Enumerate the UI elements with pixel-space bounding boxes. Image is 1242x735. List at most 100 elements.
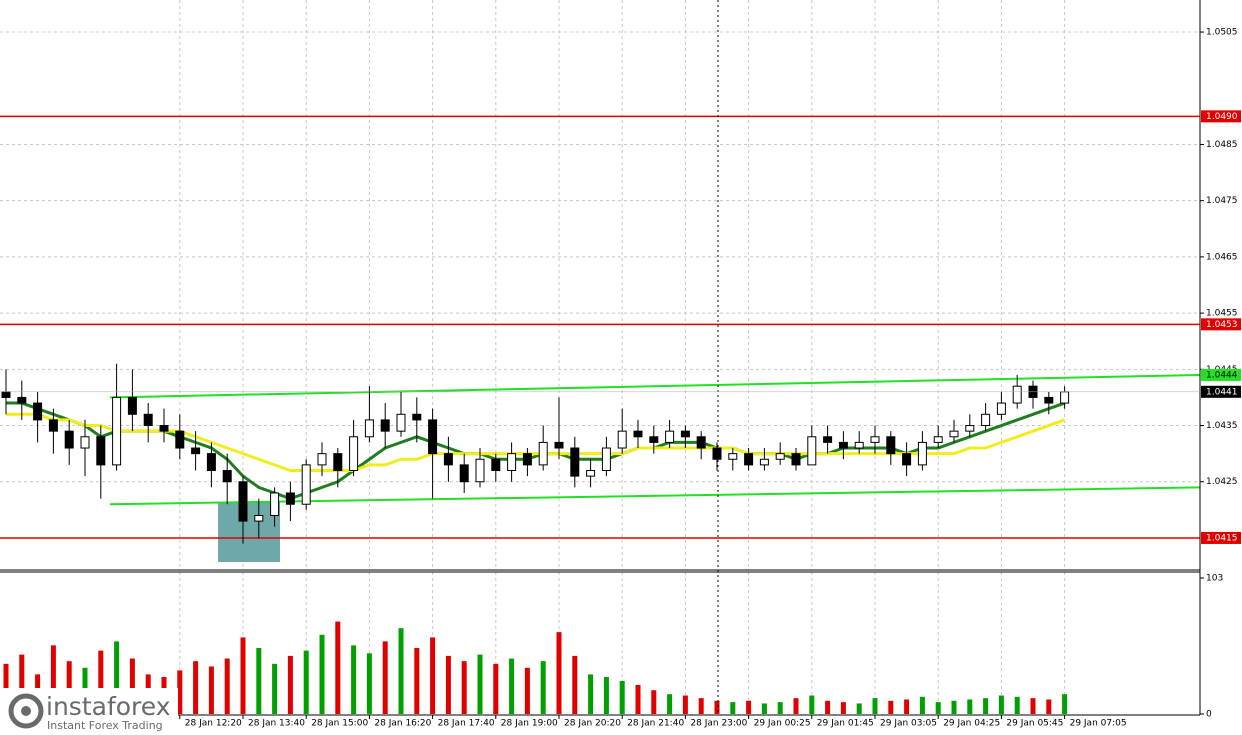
candle-body [712, 447, 722, 460]
x-tick-label: 28 Jan 16:20 [374, 719, 431, 729]
volume-bar [540, 661, 546, 714]
candle-body [33, 402, 43, 421]
volume-bar [256, 647, 262, 714]
candle-body [254, 514, 264, 522]
candle-body [823, 436, 833, 443]
logo-icon [8, 693, 44, 729]
candle-body [333, 453, 343, 472]
x-tick-label: 29 Jan 05:45 [1006, 719, 1063, 729]
volume-bar [430, 637, 436, 714]
candle-body [80, 436, 90, 449]
candle-body [933, 436, 943, 443]
candle-body [507, 453, 517, 472]
candle-body [301, 464, 311, 505]
volume-bar [572, 655, 578, 714]
candle-body [159, 425, 169, 432]
candle-body [791, 453, 801, 466]
volume-bar [1062, 694, 1068, 714]
volume-bar [524, 667, 530, 714]
volume-bar [50, 645, 56, 714]
candle-body [428, 419, 438, 455]
candle-body [996, 402, 1006, 415]
candle-body [965, 425, 975, 432]
volume-bar [366, 653, 372, 714]
candle-body [617, 430, 627, 449]
volume-bar [98, 650, 104, 714]
volume-tick-label: 0 [1206, 710, 1212, 720]
volume-bar [667, 694, 673, 714]
trend-label-box [1201, 368, 1241, 381]
volume-bar [746, 700, 752, 714]
axes: 1.05051.04851.04751.04651.04551.04451.04… [0, 28, 1241, 729]
candle-body [570, 447, 580, 477]
candle-body [270, 492, 280, 516]
volume-bar [66, 661, 72, 714]
volume-bar [351, 645, 357, 714]
volume-bar [445, 655, 451, 714]
candle-body [1044, 396, 1054, 404]
volume-bar [588, 674, 594, 714]
current-price-box [1201, 385, 1241, 398]
volume-bar [682, 695, 688, 714]
current-price-label: 1.0441 [1206, 387, 1238, 397]
volume-bar [840, 702, 846, 714]
volume-bar [777, 702, 783, 714]
level-label: 1.0453 [1206, 320, 1238, 330]
candle-body [285, 492, 295, 505]
candle-body [1012, 385, 1022, 404]
y-tick-label: 1.0485 [1206, 140, 1238, 150]
trend-label: 1.0444 [1206, 370, 1238, 380]
candle-body [475, 458, 485, 483]
candle-body [759, 458, 769, 466]
volume-bar [904, 699, 910, 714]
y-tick-label: 1.0465 [1206, 252, 1238, 262]
volume-bar [1014, 696, 1020, 714]
volume-bar [919, 696, 925, 714]
volume-bar [509, 658, 515, 714]
signal-box [218, 502, 280, 562]
level-label: 1.0415 [1206, 533, 1238, 543]
candle-body [206, 453, 216, 472]
logo: instaforex Instant Forex Trading [0, 688, 178, 735]
x-tick-label: 28 Jan 20:20 [564, 719, 621, 729]
volume-bar [414, 647, 420, 714]
candle-body [744, 453, 754, 466]
level-label-box [1201, 318, 1241, 331]
candle-body [586, 470, 596, 477]
x-tick-label: 28 Jan 15:00 [311, 719, 368, 729]
volume-bar [825, 700, 831, 714]
candle-body [317, 453, 327, 466]
candle-body [1060, 391, 1070, 404]
candle-body [112, 396, 122, 466]
candle-body [1, 391, 11, 398]
candle-body [17, 396, 27, 404]
volume-bar [603, 677, 609, 714]
x-tick-label: 28 Jan 19:00 [501, 719, 558, 729]
volume-bar [951, 700, 957, 714]
volume-bar [129, 658, 135, 714]
candle-body [48, 419, 58, 432]
candle-body [491, 458, 501, 472]
volume-bar [698, 698, 704, 714]
level-label-box [1201, 531, 1241, 544]
volume-bar [19, 654, 25, 714]
volume-bar [998, 695, 1004, 714]
candle-body [680, 430, 690, 438]
volume-bar [809, 695, 815, 714]
candle-body [870, 436, 880, 443]
y-tick-label: 1.0475 [1206, 196, 1238, 206]
x-tick-label: 28 Jan 23:00 [690, 719, 747, 729]
candle-body [981, 413, 991, 427]
volume-bar [287, 655, 293, 714]
candle-body [554, 441, 564, 449]
volume-bar [240, 637, 246, 714]
candle-body [364, 419, 374, 438]
x-tick-label: 29 Jan 01:45 [817, 719, 874, 729]
volume-bar [635, 684, 641, 714]
volume-bar [856, 703, 862, 714]
candle-body [854, 441, 864, 449]
volume-bar [761, 703, 767, 714]
candle-body [143, 413, 153, 427]
